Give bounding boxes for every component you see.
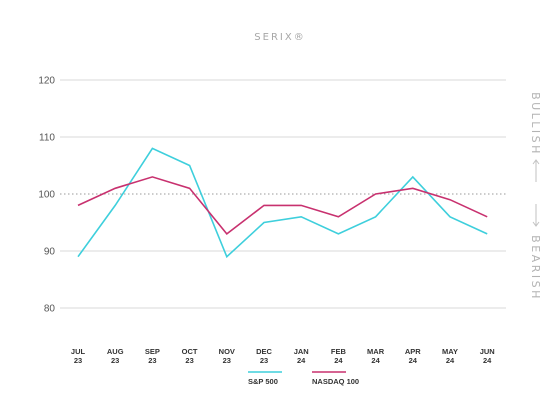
y-tick-label: 120	[38, 76, 55, 87]
x-axis-ticks: JUL 23 AUG 23 SEP 23 OCT 23 NOV 23 DEC 23 JAN 24 FEB 24…	[71, 347, 495, 365]
x-tick-label: JAN 24	[294, 347, 309, 365]
series-line-0	[77, 147, 488, 259]
y-axis-ticks: 80 90 100 110 120	[38, 76, 55, 315]
x-tick-label: SEP 23	[145, 347, 160, 365]
bearish-label: BEARISH	[529, 235, 542, 301]
x-tick-label: MAR 24	[367, 347, 385, 365]
side-indicator: BULLISH BEARISH	[529, 92, 542, 301]
bearish-arrow-head	[532, 221, 540, 227]
x-tick-label: DEC 23	[256, 347, 272, 365]
series-line-1	[77, 176, 488, 236]
x-tick-label: MAY 24	[442, 347, 458, 365]
x-tick-label: APR 24	[405, 347, 421, 365]
x-tick-label: OCT 23	[182, 347, 198, 365]
x-tick-label: FEB 24	[331, 347, 347, 365]
legend: S&P 500 NASDAQ 100	[248, 371, 359, 386]
y-tick-label: 100	[38, 190, 55, 201]
bullish-arrow-head	[532, 159, 540, 165]
y-tick-label: 80	[44, 304, 56, 315]
x-tick-label: AUG 23	[107, 347, 124, 365]
legend-label: NASDAQ 100	[312, 377, 359, 386]
x-tick-label: JUL 23	[71, 347, 86, 365]
y-tick-label: 110	[39, 133, 55, 144]
series-lines	[77, 147, 488, 259]
y-tick-label: 90	[44, 247, 56, 258]
x-tick-label: NOV 23	[219, 347, 235, 365]
x-tick-label: JUN 24	[480, 347, 495, 365]
grid	[60, 79, 506, 309]
bullish-label: BULLISH	[529, 92, 542, 156]
legend-label: S&P 500	[248, 377, 278, 386]
chart-title: SERIX®	[254, 32, 305, 43]
